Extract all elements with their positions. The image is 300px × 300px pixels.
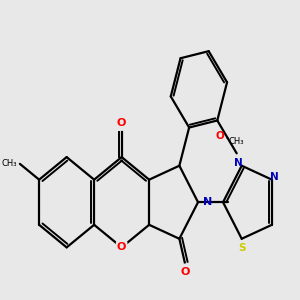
Text: CH₃: CH₃	[2, 159, 17, 168]
Text: N: N	[270, 172, 279, 182]
Text: N: N	[235, 158, 243, 168]
Text: O: O	[117, 118, 126, 128]
Text: CH₃: CH₃	[229, 137, 244, 146]
Text: N: N	[203, 197, 212, 207]
Text: S: S	[238, 243, 245, 253]
Text: O: O	[180, 267, 189, 277]
Text: O: O	[117, 242, 126, 252]
Text: O: O	[216, 131, 225, 141]
